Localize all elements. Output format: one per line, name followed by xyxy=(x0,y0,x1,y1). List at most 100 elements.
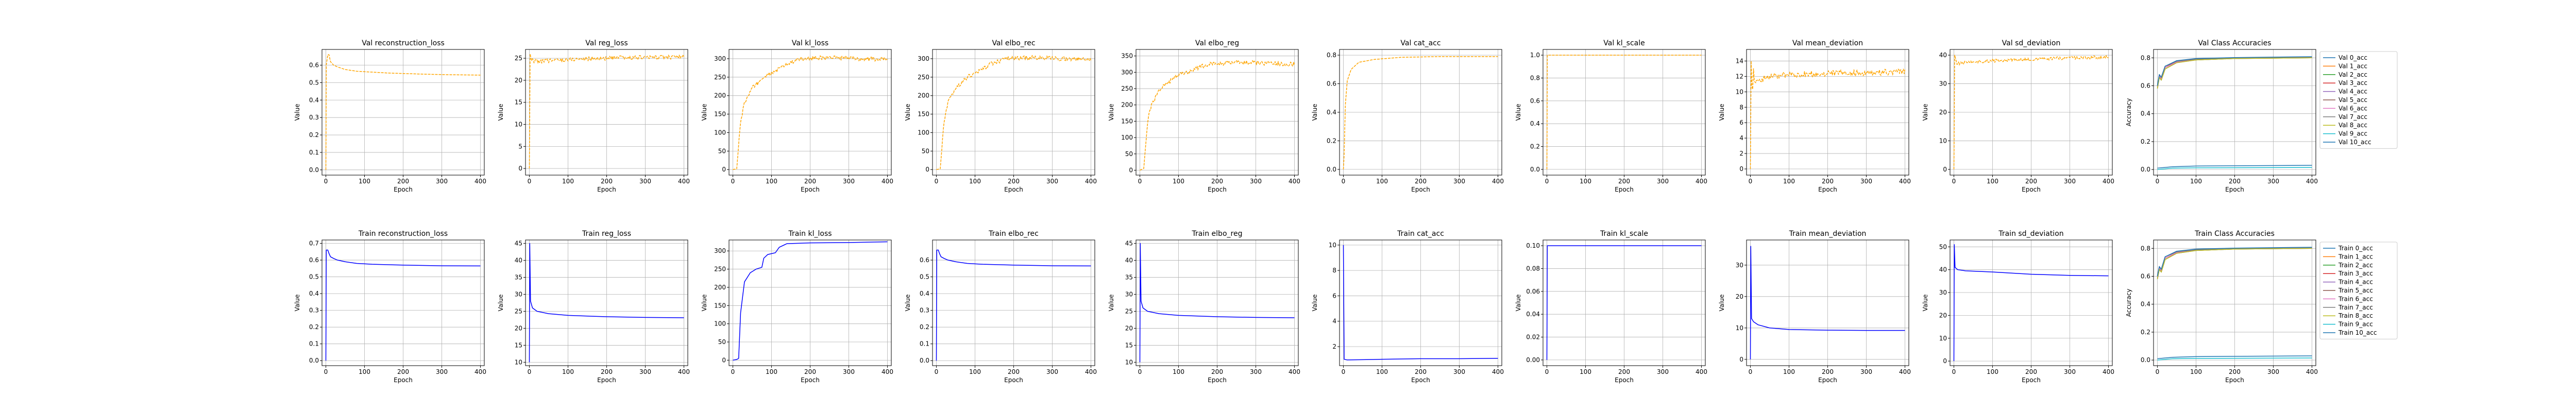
x-tick-label: 0 xyxy=(935,178,939,185)
legend-entry: Train 8_acc xyxy=(2338,312,2373,319)
y-tick-label: 20 xyxy=(515,324,522,332)
y-tick-label: 10 xyxy=(515,121,522,128)
y-tick-label: 15 xyxy=(515,341,522,349)
legend-entry: Train 7_acc xyxy=(2338,304,2373,311)
y-tick-label: 200 xyxy=(714,284,726,291)
y-tick-label: 300 xyxy=(714,247,726,254)
y-tick-label: 0.4 xyxy=(309,290,319,297)
train_mean_deviation-chart: 0 100 200 300 400 0 10 20 30 Train mean_deviation… xyxy=(1718,230,1911,384)
x-tick-label: 300 xyxy=(1250,368,1262,375)
x-tick-label: 400 xyxy=(2306,368,2318,375)
x-tick-label: 400 xyxy=(1899,368,1911,375)
y-tick-label: 300 xyxy=(714,55,726,62)
x-tick-label: 400 xyxy=(882,178,893,185)
series-line xyxy=(1546,245,1702,360)
y-tick-label: 4 xyxy=(1739,134,1743,142)
y-tick-label: 50 xyxy=(718,147,726,154)
x-axis-label: Epoch xyxy=(1818,376,1837,384)
val_class_accuracies-chart: 0 100 200 300 400 0.0 0.2 0.4 0.6 0.8 Val Class Ac… xyxy=(2125,39,2398,193)
x-tick-label: 0 xyxy=(1749,368,1753,375)
x-tick-label: 300 xyxy=(1250,178,1262,185)
y-tick-label: 0.6 xyxy=(1327,80,1336,88)
y-tick-label: 10 xyxy=(1736,88,1743,95)
x-tick-label: 400 xyxy=(1696,178,1707,185)
x-tick-label: 300 xyxy=(843,178,855,185)
y-tick-label: 0.3 xyxy=(309,114,319,121)
train_cat_acc-chart: 0 100 200 300 400 2 4 6 8 10 Train cat_acc Epoch Val… xyxy=(1311,230,1504,384)
x-tick-label: 200 xyxy=(804,178,816,185)
val_reg_loss-chart: 0 100 200 300 400 0 5 10 15 20 25 Val reg_loss Epoch… xyxy=(497,39,690,193)
y-tick-label: 0.8 xyxy=(2141,245,2150,252)
x-tick-label: 100 xyxy=(1376,368,1388,375)
x-tick-label: 0 xyxy=(1545,368,1549,375)
y-tick-label: 6 xyxy=(1332,292,1336,299)
y-tick-label: 200 xyxy=(1121,101,1133,109)
train_kl_scale-chart: 0 100 200 300 400 0.00 0.02 0.04 0.06 0.08 0.10 Tra… xyxy=(1515,230,1707,384)
series-line-train-8-acc xyxy=(2157,248,2312,280)
x-tick-label: 400 xyxy=(1492,368,1504,375)
y-tick-label: 15 xyxy=(515,99,522,106)
x-axis-label: Epoch xyxy=(1615,376,1634,384)
y-axis-label: Value xyxy=(497,104,504,121)
y-tick-label: 0.2 xyxy=(309,323,319,331)
series-line xyxy=(1343,56,1498,169)
y-tick-label: 6 xyxy=(1739,119,1743,126)
legend-entry: Val 7_acc xyxy=(2338,113,2367,121)
x-tick-label: 200 xyxy=(1211,178,1223,185)
chart-title: Val elbo_rec xyxy=(992,39,1035,47)
y-tick-label: 0.02 xyxy=(1526,334,1540,341)
x-tick-label: 300 xyxy=(2267,178,2279,185)
x-tick-label: 300 xyxy=(2064,368,2076,375)
y-tick-label: 250 xyxy=(1121,85,1133,92)
x-tick-label: 400 xyxy=(1696,368,1707,375)
legend-entry: Val 3_acc xyxy=(2338,79,2367,87)
series-line xyxy=(1140,60,1295,171)
series-line xyxy=(733,55,888,170)
train_reconstruction_loss-chart: 0 100 200 300 400 0.0 0.1 0.2 0.3 0.4 0.5 0.6 0.7 Tra… xyxy=(294,230,486,384)
y-tick-label: 35 xyxy=(1125,274,1133,281)
y-tick-label: 30 xyxy=(1125,291,1133,298)
y-tick-label: 40 xyxy=(515,257,522,264)
y-tick-label: 30 xyxy=(1736,262,1743,269)
y-tick-label: 0 xyxy=(1739,356,1743,363)
x-tick-label: 300 xyxy=(1657,178,1669,185)
x-tick-label: 100 xyxy=(766,178,777,185)
x-tick-label: 0 xyxy=(1545,178,1549,185)
y-tick-label: 0.4 xyxy=(1327,109,1336,116)
series-line xyxy=(325,54,481,170)
x-tick-label: 400 xyxy=(2306,178,2318,185)
y-tick-label: 4 xyxy=(1332,318,1336,325)
y-tick-label: 5 xyxy=(518,143,522,150)
x-tick-label: 0 xyxy=(935,368,939,375)
y-tick-label: 100 xyxy=(714,320,726,328)
chart-title: Train Class Accuracies xyxy=(2194,230,2275,238)
y-tick-label: 0.6 xyxy=(2141,272,2150,280)
y-tick-label: 0.1 xyxy=(920,340,929,348)
y-tick-label: 20 xyxy=(1736,293,1743,300)
x-tick-label: 0 xyxy=(1342,368,1346,375)
chart-title: Val reg_loss xyxy=(585,39,628,47)
x-tick-label: 400 xyxy=(678,368,690,375)
series-line xyxy=(1139,243,1295,363)
y-tick-label: 10 xyxy=(515,358,522,366)
series-line xyxy=(1750,60,1906,169)
series-line xyxy=(1953,244,2109,362)
y-tick-label: 0.6 xyxy=(2141,82,2150,89)
y-tick-label: 50 xyxy=(1939,243,1947,250)
x-tick-label: 200 xyxy=(1008,178,1020,185)
y-tick-label: 0 xyxy=(722,166,726,173)
x-tick-label: 300 xyxy=(843,368,855,375)
y-tick-label: 0.2 xyxy=(2141,329,2150,336)
x-tick-label: 300 xyxy=(1657,368,1669,375)
y-tick-label: 0 xyxy=(1943,166,1947,173)
x-tick-label: 100 xyxy=(969,178,981,185)
y-tick-label: 300 xyxy=(918,55,929,62)
y-tick-label: 20 xyxy=(515,77,522,84)
x-tick-label: 300 xyxy=(436,368,448,375)
series-line xyxy=(1750,246,1905,359)
y-tick-label: 0.2 xyxy=(2141,138,2150,145)
y-tick-label: 45 xyxy=(515,240,522,247)
y-tick-label: 0.0 xyxy=(920,357,929,364)
y-tick-label: 1.0 xyxy=(1530,52,1540,59)
